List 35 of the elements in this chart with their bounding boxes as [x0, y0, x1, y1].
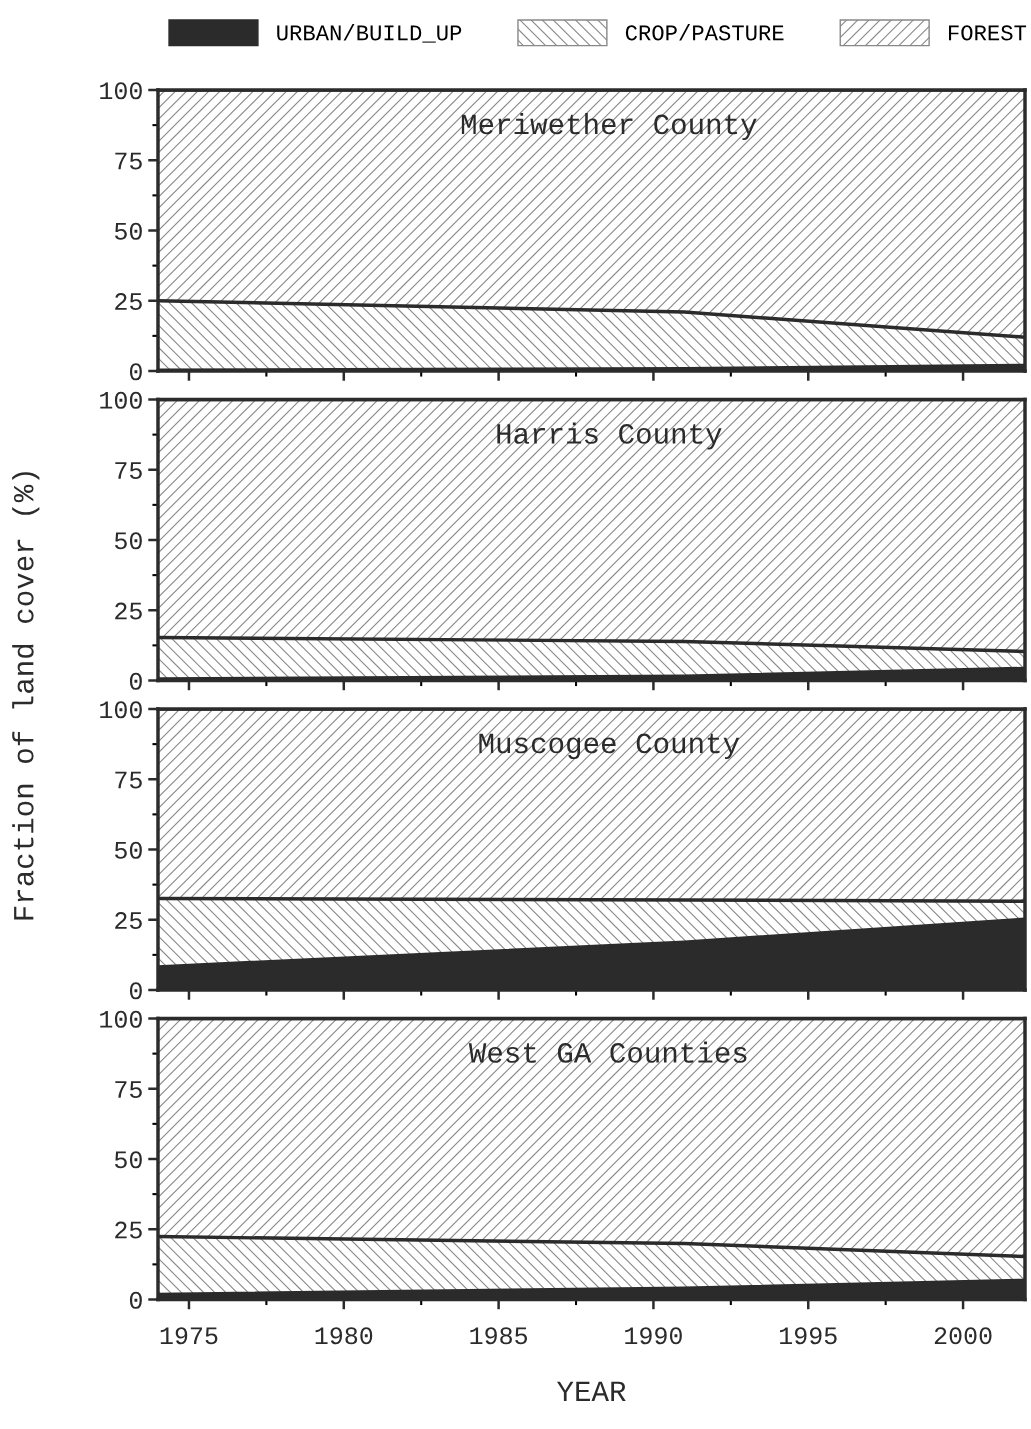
y-tick-label: 0: [129, 672, 142, 690]
text: Muscogee County: [479, 733, 740, 760]
legend-label: URBAN/BUILD_UP: [277, 24, 462, 43]
y-tick-label: 0: [129, 1291, 142, 1309]
x-tick-label: 1985: [470, 1327, 528, 1345]
x-axis-title: YEAR: [557, 1381, 626, 1401]
y-axis-title: Fraction of land cover (%): [12, 472, 40, 920]
y-tick-label: 75: [115, 771, 142, 789]
y-tick-label: 50: [114, 841, 142, 859]
y-tick-label: 100: [100, 82, 142, 100]
text: Harris County: [497, 422, 722, 450]
y-tick-label: 25: [115, 912, 142, 930]
y-tick-label: 25: [115, 293, 142, 311]
x-tick-label: 2000: [934, 1327, 992, 1345]
text: Meriwether County: [461, 112, 757, 141]
y-tick-label: 0: [129, 363, 142, 381]
y-tick-label: 50: [114, 1151, 142, 1169]
y-tick-label: 100: [100, 391, 142, 409]
text: West GA Counties: [468, 1041, 747, 1063]
y-tick-label: 50: [114, 222, 142, 240]
y-tick-label: 75: [115, 1081, 142, 1099]
x-tick-label: 1980: [315, 1327, 373, 1345]
legend-label: CROP/PASTURE: [625, 24, 784, 41]
legend-label: FOREST: [949, 25, 1027, 41]
x-tick-label: 1995: [780, 1327, 837, 1345]
y-tick-label: 100: [100, 1010, 142, 1028]
y-tick-label: 100: [100, 701, 142, 719]
x-tick-label: 1975: [160, 1327, 218, 1345]
y-tick-label: 25: [115, 602, 142, 620]
y-tick-label: 75: [115, 462, 142, 480]
y-tick-label: 75: [115, 152, 142, 170]
y-tick-label: 0: [129, 982, 142, 1000]
y-tick-label: 25: [115, 1221, 142, 1239]
x-tick-label: 1990: [625, 1327, 682, 1345]
y-tick-label: 50: [114, 532, 142, 550]
